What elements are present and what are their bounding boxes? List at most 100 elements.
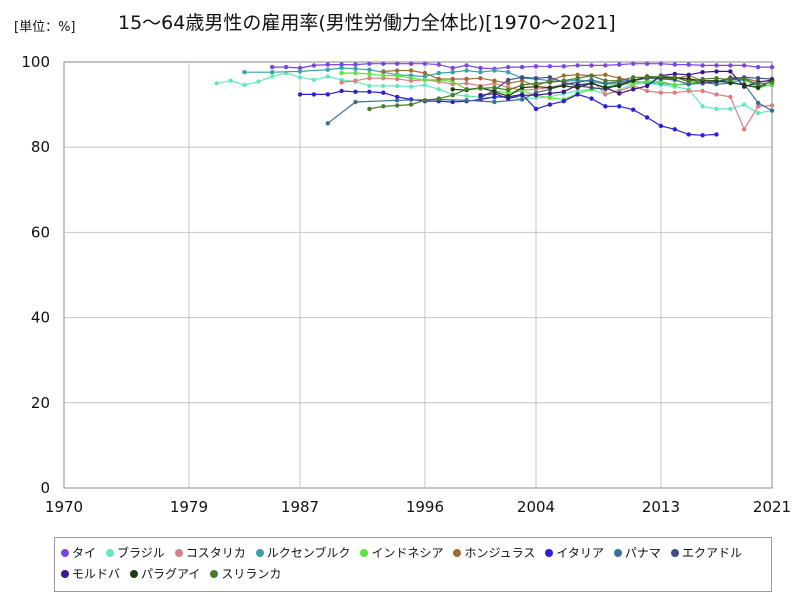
data-point — [700, 76, 705, 82]
series-group — [214, 61, 775, 138]
data-point — [464, 63, 469, 68]
data-point — [283, 64, 289, 70]
data-point — [519, 75, 525, 80]
data-point — [325, 67, 330, 72]
data-point — [506, 87, 511, 93]
data-point — [658, 74, 664, 79]
data-point — [492, 94, 497, 100]
data-point — [325, 74, 330, 79]
data-point — [533, 81, 539, 86]
data-point — [700, 88, 705, 94]
x-tick-label: 2021 — [753, 498, 791, 516]
data-point — [547, 85, 553, 90]
data-point — [367, 83, 372, 89]
data-point — [353, 66, 358, 72]
legend-marker-icon — [255, 548, 264, 557]
data-point — [395, 94, 400, 100]
data-point — [450, 65, 455, 71]
legend-marker-icon — [360, 548, 369, 557]
data-point — [464, 81, 469, 86]
legend-marker-icon — [61, 548, 69, 557]
data-point — [686, 132, 691, 137]
data-point — [686, 72, 691, 78]
data-point — [436, 87, 441, 92]
data-point — [533, 64, 539, 69]
data-point — [561, 83, 566, 89]
data-point — [603, 92, 608, 97]
data-point — [450, 99, 455, 105]
legend-label: タイ — [72, 546, 97, 560]
data-point — [561, 99, 566, 104]
data-point — [589, 63, 594, 68]
data-point — [464, 76, 469, 82]
series-line — [480, 70, 773, 100]
x-tick-label: 2013 — [642, 498, 680, 516]
data-point — [450, 70, 455, 75]
legend-label: パナマ — [624, 546, 661, 560]
data-point — [492, 78, 497, 83]
data-point — [547, 75, 553, 80]
data-point — [325, 92, 330, 97]
data-point — [617, 62, 622, 67]
data-point — [353, 99, 358, 105]
data-point — [631, 75, 636, 80]
data-point — [742, 102, 747, 107]
x-tick-label: 1979 — [170, 498, 208, 516]
data-point — [755, 82, 761, 87]
data-point — [408, 102, 414, 107]
data-point — [367, 89, 372, 95]
data-point — [714, 76, 719, 81]
data-point — [714, 69, 719, 74]
y-tick-label: 0 — [40, 479, 50, 497]
data-point — [464, 87, 469, 92]
data-point — [311, 63, 317, 68]
legend-label: イタリア — [556, 546, 604, 560]
data-point — [714, 132, 719, 137]
legend-item: スリランカ — [210, 563, 281, 584]
data-point — [297, 69, 303, 74]
data-point — [728, 106, 733, 112]
legend-label: エクアドル — [681, 546, 742, 560]
data-point — [617, 91, 622, 96]
data-point — [519, 78, 525, 83]
data-point — [714, 106, 719, 112]
plot-area — [63, 61, 773, 489]
data-point — [631, 82, 636, 87]
data-point — [395, 103, 400, 108]
data-point — [575, 63, 580, 68]
data-point — [353, 62, 358, 67]
data-point — [325, 62, 330, 67]
data-point — [644, 115, 650, 120]
data-point — [339, 62, 344, 67]
data-point — [769, 80, 775, 85]
data-point — [644, 83, 650, 89]
data-point — [408, 61, 414, 66]
data-point — [367, 71, 372, 77]
data-point — [728, 69, 733, 74]
data-point — [506, 70, 511, 75]
legend-item: インドネシア — [360, 542, 443, 563]
legend-item: コスタリカ — [174, 542, 246, 563]
data-point — [325, 121, 330, 126]
data-point — [714, 63, 719, 68]
data-point — [575, 76, 580, 81]
data-point — [339, 70, 344, 76]
unit-label: [単位：%] — [14, 20, 76, 35]
data-point — [755, 110, 761, 116]
data-point — [395, 76, 400, 82]
legend-item: イタリア — [545, 542, 604, 563]
data-point — [533, 76, 539, 81]
data-point — [395, 98, 400, 103]
series-line — [369, 74, 773, 110]
data-point — [547, 80, 553, 85]
legend-item: パラグアイ — [130, 563, 200, 584]
data-point — [519, 97, 525, 102]
data-point — [742, 63, 747, 68]
data-point — [589, 96, 594, 101]
legend-marker-icon — [545, 548, 554, 557]
data-point — [422, 74, 428, 79]
data-point — [547, 64, 553, 69]
data-point — [506, 81, 511, 86]
data-point — [769, 103, 775, 108]
data-point — [381, 83, 386, 89]
